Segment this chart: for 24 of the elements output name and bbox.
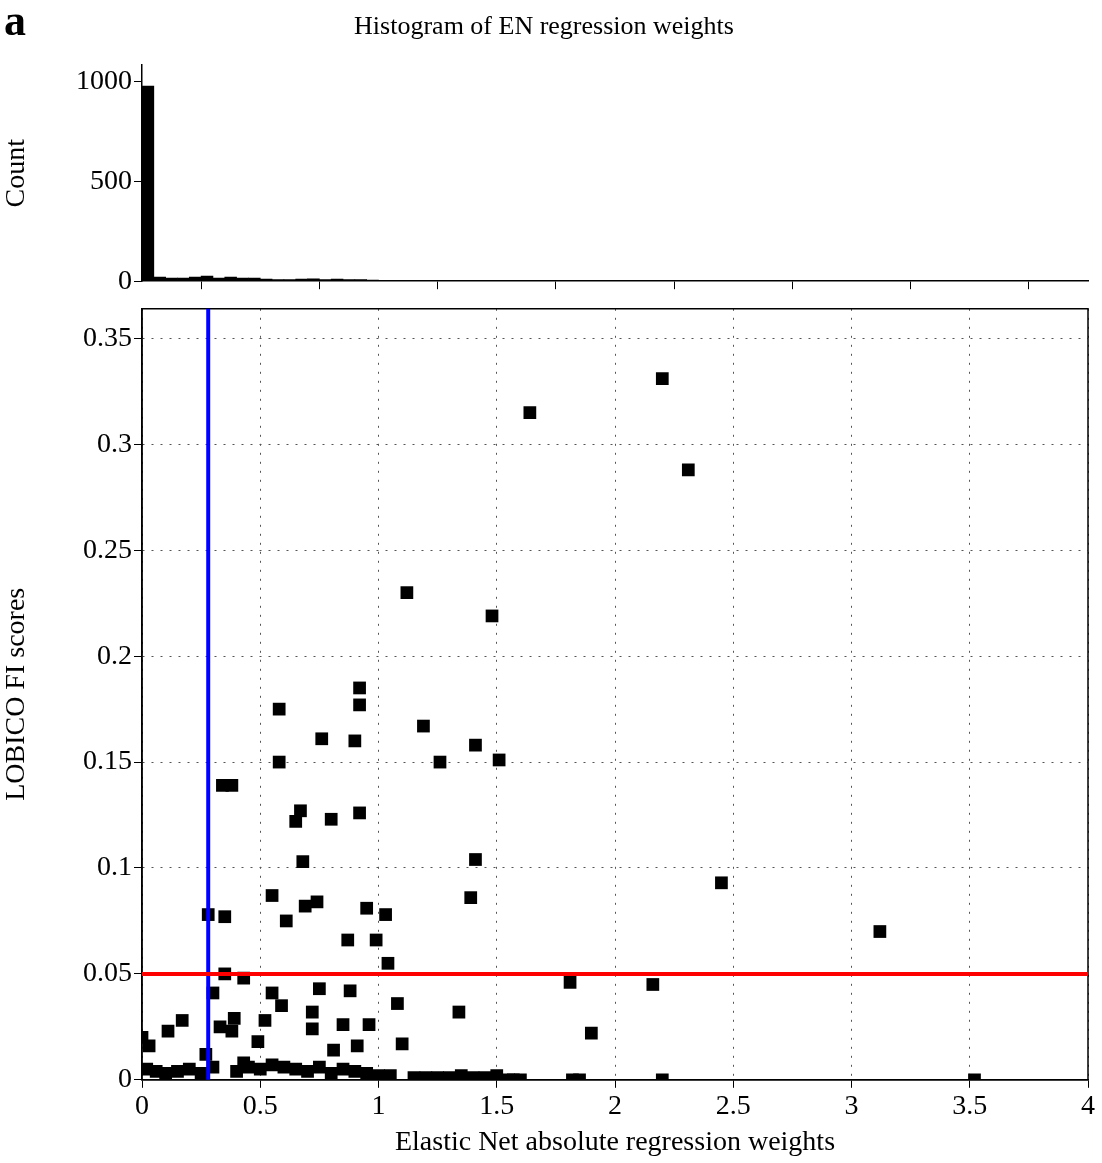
x-tick-label: 1.5: [479, 1088, 515, 1120]
y-tick-label: 0.35: [83, 320, 132, 352]
y-tick-label: 0.2: [97, 638, 132, 670]
y-tick-label: 0.25: [83, 532, 132, 564]
x-tick-label: 4: [1081, 1088, 1095, 1120]
x-tick-label: 3.5: [952, 1088, 988, 1120]
chart-title: Histogram of EN regression weights: [354, 11, 734, 41]
text: a: [4, 0, 26, 46]
y-tick-label: 1000: [76, 63, 132, 95]
x-axis-title: Elastic Net absolute regression weights: [394, 1124, 836, 1156]
x-tick-label: 3: [844, 1088, 859, 1120]
y-tick-label: 0: [118, 263, 132, 295]
y-tick-label: 0: [118, 1062, 132, 1094]
x-tick-label: 1: [371, 1088, 386, 1120]
y-axis-title: Count: [0, 138, 31, 208]
y-tick-label: 0.05: [83, 956, 132, 988]
y-tick-label: 0.3: [97, 426, 132, 458]
x-tick-label: 0.5: [242, 1088, 278, 1120]
y-tick-label: 0.1: [97, 850, 132, 882]
x-tick-label: 2.5: [715, 1088, 751, 1120]
x-tick-label: 2: [608, 1088, 622, 1120]
y-tick-label: 500: [90, 163, 132, 195]
y-tick-label: 0.15: [83, 744, 132, 776]
y-axis-title: LOBICO FI scores: [0, 587, 31, 801]
